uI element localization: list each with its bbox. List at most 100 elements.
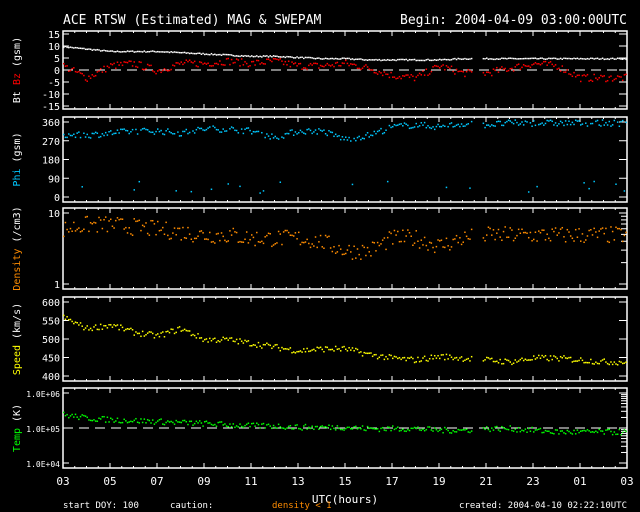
- data-point: [538, 230, 540, 232]
- data-point: [559, 120, 562, 123]
- data-point: [625, 58, 627, 61]
- data-point: [158, 418, 161, 421]
- start-doy: start DOY: 100: [63, 501, 139, 511]
- data-point: [264, 136, 266, 139]
- data-point: [98, 417, 100, 419]
- data-point: [591, 234, 594, 236]
- data-point: [299, 62, 302, 65]
- data-point: [269, 55, 271, 57]
- data-point: [316, 425, 318, 428]
- data-point: [610, 57, 612, 60]
- data-point: [373, 353, 376, 356]
- data-point: [306, 128, 308, 131]
- data-point: [388, 76, 391, 79]
- data-point: [427, 249, 429, 251]
- data-point: [311, 132, 313, 135]
- data-point: [274, 426, 276, 429]
- data-point: [339, 65, 342, 67]
- data-point: [430, 429, 433, 431]
- data-point: [445, 353, 448, 356]
- data-point: [620, 120, 622, 123]
- data-point: [264, 55, 266, 57]
- data-point: [239, 423, 241, 425]
- data-point: [123, 61, 125, 63]
- data-point: [93, 326, 95, 328]
- data-point: [405, 58, 407, 61]
- data-point: [118, 64, 120, 66]
- data-point: [259, 192, 261, 194]
- data-point: [120, 422, 122, 424]
- data-point: [380, 59, 382, 62]
- data-point: [329, 247, 332, 249]
- data-point: [605, 361, 607, 363]
- data-point: [195, 128, 198, 131]
- data-point: [494, 69, 496, 72]
- data-point: [202, 340, 204, 343]
- data-point: [172, 133, 174, 135]
- data-point: [376, 357, 379, 360]
- data-point: [286, 132, 288, 135]
- data-point: [595, 361, 597, 363]
- data-point: [502, 124, 505, 127]
- data-point: [286, 427, 288, 429]
- data-point: [449, 432, 451, 434]
- data-point: [202, 129, 204, 131]
- data-point: [173, 133, 176, 135]
- data-point: [574, 119, 577, 122]
- data-point: [198, 420, 201, 422]
- data-point: [81, 47, 83, 50]
- data-point: [79, 322, 82, 324]
- data-point: [373, 59, 376, 61]
- data-point: [486, 234, 488, 236]
- data-point: [247, 340, 250, 342]
- data-point: [375, 58, 377, 61]
- data-point: [585, 58, 587, 60]
- data-point: [544, 354, 547, 357]
- data-point: [363, 65, 365, 68]
- data-point: [254, 425, 256, 427]
- data-point: [204, 338, 206, 341]
- data-point: [595, 57, 597, 60]
- data-point: [585, 430, 587, 432]
- data-point: [88, 329, 90, 331]
- data-point: [415, 76, 417, 78]
- data-point: [220, 421, 223, 423]
- y-label-part: (K): [12, 404, 23, 422]
- data-point: [287, 56, 290, 58]
- data-point: [494, 58, 496, 61]
- data-point: [200, 127, 203, 130]
- data-point: [553, 230, 555, 233]
- data-point: [110, 50, 112, 52]
- data-point: [398, 123, 401, 126]
- data-point: [467, 357, 470, 360]
- data-point: [131, 50, 134, 52]
- data-point: [294, 57, 297, 59]
- data-point: [324, 64, 327, 67]
- data-point: [544, 122, 547, 125]
- y-tick-label: 1: [54, 280, 60, 291]
- data-point: [445, 58, 448, 61]
- x-tick-label: 09: [197, 475, 210, 488]
- data-point: [291, 61, 293, 63]
- data-point: [484, 239, 486, 242]
- data-point: [115, 325, 117, 327]
- data-point: [502, 362, 505, 365]
- data-point: [110, 63, 112, 65]
- data-point: [492, 229, 495, 231]
- data-point: [291, 428, 293, 430]
- data-point: [148, 419, 151, 422]
- data-point: [454, 125, 456, 128]
- data-point: [190, 238, 193, 240]
- data-point: [450, 356, 453, 358]
- data-point: [415, 59, 417, 62]
- data-point: [368, 136, 370, 138]
- data-point: [274, 344, 276, 346]
- data-point: [96, 328, 99, 331]
- data-point: [539, 231, 542, 234]
- data-point: [64, 65, 67, 67]
- data-point: [299, 428, 302, 430]
- data-point: [339, 138, 342, 141]
- data-point: [155, 130, 157, 133]
- data-point: [449, 67, 451, 70]
